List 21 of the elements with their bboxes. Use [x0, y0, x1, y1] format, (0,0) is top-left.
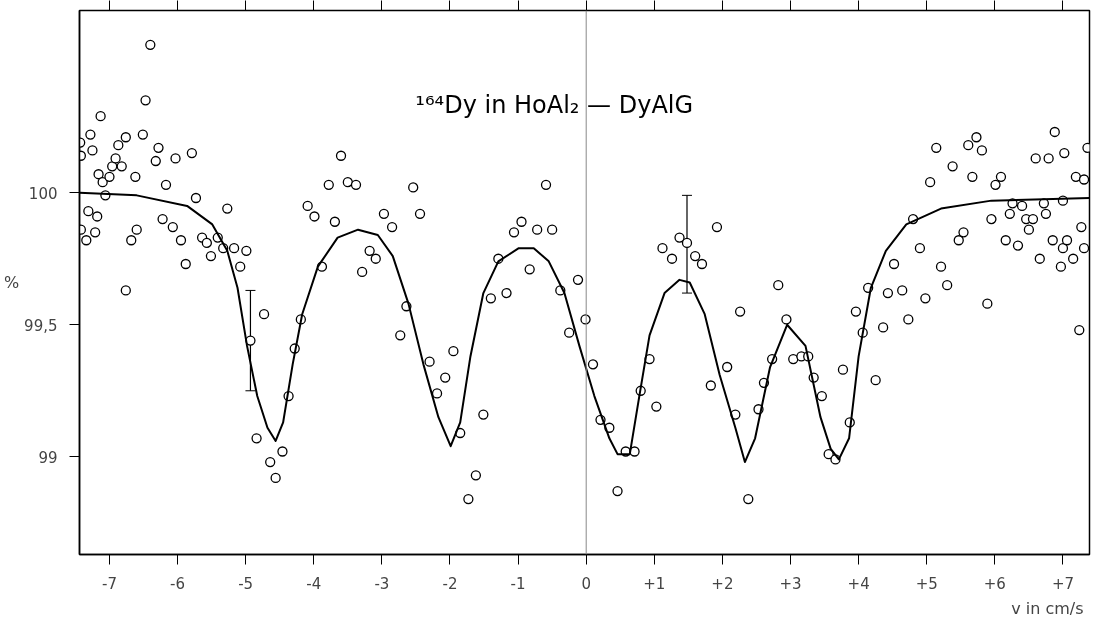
x-tick-label: -1: [510, 574, 526, 593]
x-tick-label: +3: [779, 574, 802, 593]
x-tick-label: +2: [711, 574, 734, 593]
y-tick-label: 99: [38, 448, 58, 467]
x-axis-title: v in cm/s: [1011, 598, 1084, 618]
x-tick-label: -6: [170, 574, 186, 593]
x-tick-label: -7: [101, 574, 117, 593]
x-tick-label: +4: [847, 574, 870, 593]
x-tick-label: 0: [581, 574, 591, 593]
y-tick-label: 100: [28, 184, 58, 203]
y-tick-label: 99,5: [24, 316, 58, 335]
x-tick-label: -5: [238, 574, 254, 593]
x-tick-label: -4: [306, 574, 322, 593]
y-axis-title: %: [3, 273, 20, 292]
x-tick-label: +1: [643, 574, 666, 593]
x-tick-label: +5: [915, 574, 938, 593]
x-tick-label: -3: [374, 574, 390, 593]
text: ¹⁶⁴Dy in HoAl₂ — DyAlG: [415, 91, 694, 120]
x-tick-label: -2: [442, 574, 458, 593]
x-tick-label: +6: [983, 574, 1006, 593]
x-tick-label: +7: [1051, 574, 1075, 593]
